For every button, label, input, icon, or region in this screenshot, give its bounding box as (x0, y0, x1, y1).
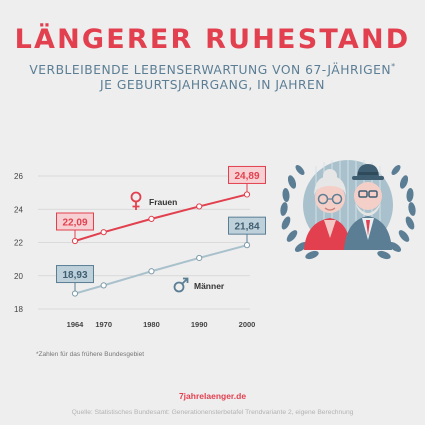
subtitle-text-1: VERBLEIBENDE LEBENSERWARTUNG VON 67-JÄHR… (29, 63, 392, 78)
subtitle-line-2: JE GEBURTSJAHRGANG, IN JAHREN (100, 78, 325, 92)
value-callout: 21,84 (228, 216, 266, 243)
subtitle-footnote-mark: * (391, 62, 396, 71)
y-tick-label: 18 (14, 305, 23, 314)
y-tick-label: 24 (14, 205, 23, 214)
x-tick-label: 1970 (95, 320, 112, 329)
value-callout: 24,89 (228, 165, 266, 192)
source-note: Quelle: Statistisches Bundesamt: Generat… (71, 409, 354, 416)
x-tick-label: 2000 (239, 320, 256, 329)
laurel-right-icon (377, 165, 416, 260)
value-label: 24,89 (234, 171, 259, 182)
laurel-left-icon (280, 165, 319, 260)
y-tick-label: 22 (14, 239, 23, 248)
value-label: 21,84 (234, 222, 259, 233)
grandmother-icon (304, 169, 350, 250)
x-tick-label: 1990 (191, 320, 208, 329)
data-point (196, 203, 203, 210)
series-label-maenner: Männer (194, 281, 225, 291)
x-tick-label: 1964 (67, 320, 85, 329)
female-symbol-icon (130, 191, 142, 210)
x-tick-label: 1980 (143, 320, 160, 329)
subtitle-line-1: VERBLEIBENDE LEBENSERWARTUNG VON 67-JÄHR… (0, 62, 425, 77)
data-point (100, 229, 107, 236)
data-point (148, 215, 155, 222)
value-label: 18,93 (62, 270, 87, 281)
y-tick-label: 26 (14, 172, 23, 181)
data-point (196, 254, 203, 262)
value-label: 22,09 (62, 218, 87, 229)
footnote: *Zahlen für das frühere Bundesgebiet (36, 351, 145, 358)
brand-link[interactable]: 7jahrelaenger.de (178, 391, 247, 401)
value-callout: 18,93 (56, 265, 94, 291)
grandfather-icon (344, 164, 392, 250)
male-symbol-icon (173, 277, 189, 293)
y-tick-label: 20 (14, 272, 23, 281)
page-title: LÄNGERER RUHESTAND (14, 24, 411, 55)
data-point (100, 282, 107, 289)
data-point (148, 268, 155, 275)
value-callout: 22,09 (56, 212, 94, 239)
series-label-frauen: Frauen (149, 197, 177, 207)
